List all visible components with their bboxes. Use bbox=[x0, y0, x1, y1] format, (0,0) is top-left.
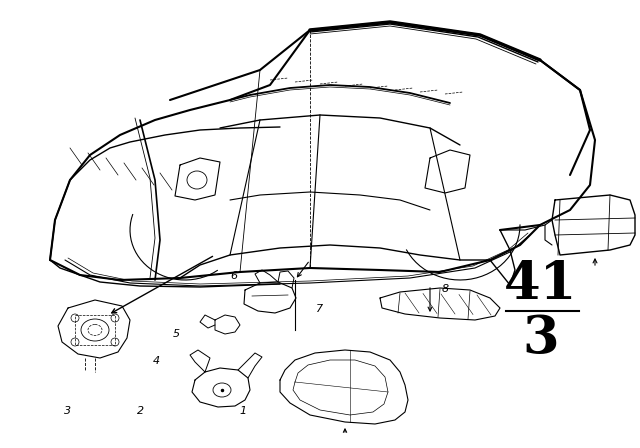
Text: 41: 41 bbox=[504, 259, 577, 310]
Text: 3: 3 bbox=[63, 406, 71, 416]
Text: 6: 6 bbox=[230, 271, 237, 280]
Text: 8: 8 bbox=[441, 284, 449, 294]
Text: 4: 4 bbox=[153, 356, 161, 366]
Text: 5: 5 bbox=[172, 329, 180, 339]
Text: 2: 2 bbox=[137, 406, 145, 416]
Text: 3: 3 bbox=[522, 313, 559, 364]
Text: 7: 7 bbox=[316, 304, 324, 314]
Text: 1: 1 bbox=[239, 406, 247, 416]
